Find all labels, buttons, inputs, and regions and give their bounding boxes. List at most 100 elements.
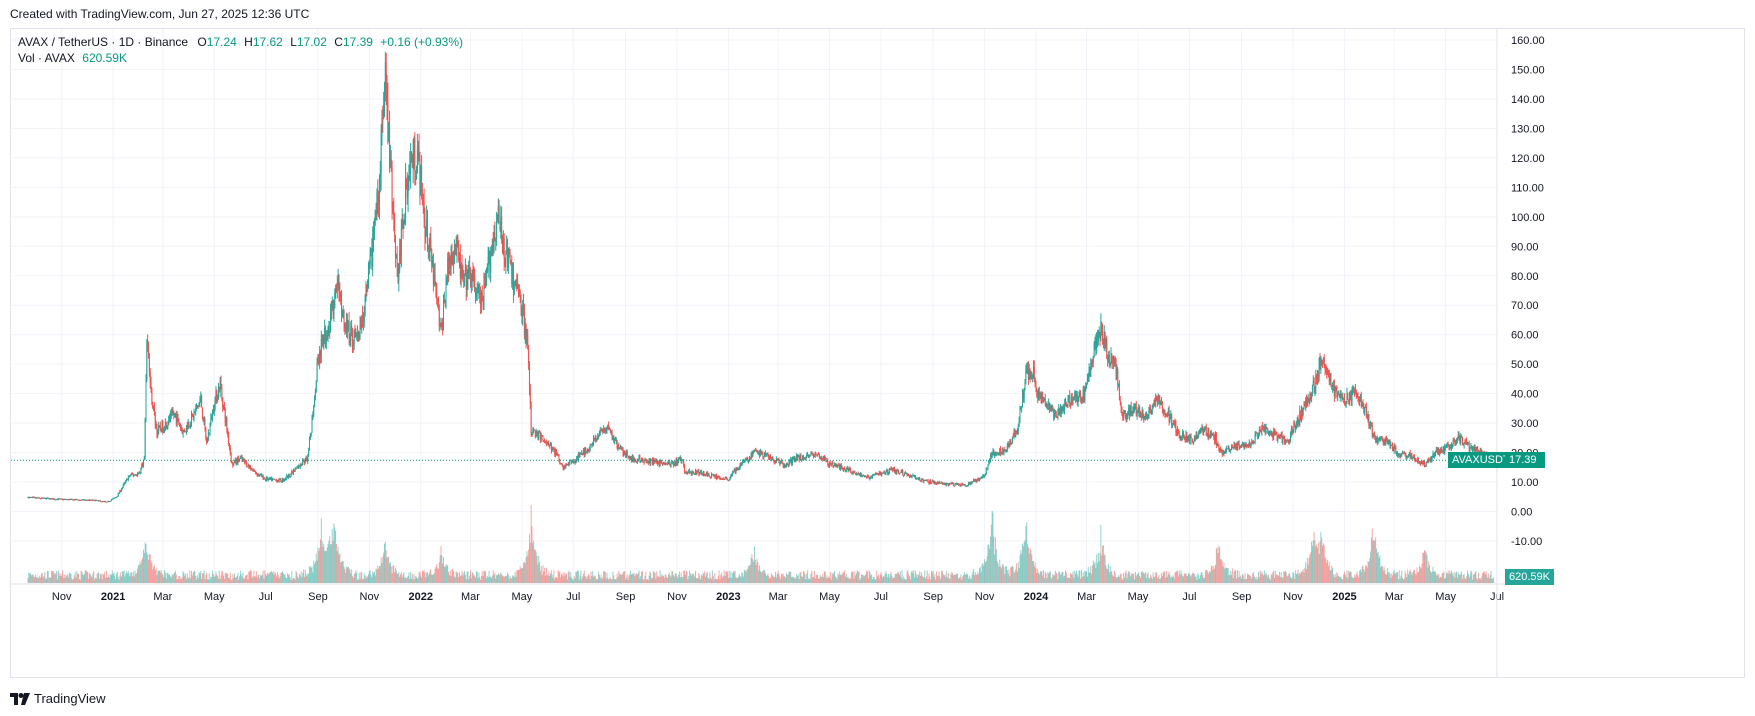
candle-body <box>1055 412 1057 417</box>
candle-body <box>512 273 514 292</box>
candle-body <box>501 239 503 243</box>
candle-body <box>46 497 48 500</box>
volume-bar <box>769 578 771 583</box>
candle-body <box>1038 392 1040 398</box>
volume-bar <box>1164 571 1166 583</box>
volume-bar <box>653 572 655 583</box>
candle-body <box>280 478 282 482</box>
chart-pane[interactable] <box>10 28 1745 678</box>
volume-bar <box>420 575 422 583</box>
candle-body <box>1317 371 1319 377</box>
candle-body <box>446 281 448 283</box>
volume-bar <box>350 573 352 583</box>
candle-body <box>1266 427 1268 429</box>
candle-body <box>1137 411 1139 413</box>
candle-body <box>308 450 310 457</box>
candle-body <box>957 483 959 485</box>
volume-bar <box>1297 569 1299 583</box>
candle-body <box>756 450 758 453</box>
volume-bar <box>294 579 296 583</box>
candle-body <box>432 260 434 284</box>
volume-bar <box>845 576 847 583</box>
candle-body <box>97 500 99 502</box>
volume-bar <box>1236 569 1238 583</box>
candle-body <box>405 179 407 219</box>
candle-body <box>689 472 691 474</box>
volume-bar <box>820 576 822 583</box>
volume-bar <box>773 577 775 583</box>
volume-bar <box>84 570 86 583</box>
volume-bar <box>613 575 615 583</box>
candle-body <box>908 474 910 477</box>
volume-bar <box>1292 571 1294 583</box>
volume-bar <box>731 577 733 583</box>
volume-bar <box>177 578 179 583</box>
candle-body <box>438 309 440 327</box>
candle-body <box>87 499 89 501</box>
volume-bar <box>1158 575 1160 583</box>
volume-bar <box>285 577 287 583</box>
volume-bar <box>44 571 46 583</box>
candle-body <box>718 476 720 478</box>
volume-bar <box>930 579 932 583</box>
candle-body <box>604 430 606 432</box>
candle-body <box>261 475 263 477</box>
volume-bar <box>336 551 338 583</box>
candle-body <box>795 457 797 461</box>
volume-bar <box>950 574 952 583</box>
volume-bar <box>777 570 779 583</box>
candle-body <box>503 238 505 259</box>
volume-bar <box>513 576 515 583</box>
candle-body <box>1318 358 1320 377</box>
candle-body <box>723 479 725 481</box>
volume-bar <box>897 571 899 583</box>
volume-bar <box>109 577 111 583</box>
candle-body <box>490 255 492 273</box>
candle-body <box>194 411 196 413</box>
candle-body <box>838 464 840 466</box>
candle-body <box>223 405 225 410</box>
volume-bar <box>802 570 804 583</box>
volume-bar <box>1395 572 1397 583</box>
volume-bar <box>1091 574 1093 583</box>
volume-bar <box>1082 572 1084 583</box>
volume-bar <box>940 579 942 583</box>
volume-bar <box>634 576 636 583</box>
volume-bar <box>884 573 886 583</box>
volume-bar <box>1389 573 1391 583</box>
volume-bar <box>402 574 404 583</box>
volume-bar <box>1274 578 1276 583</box>
candle-body <box>1191 437 1193 441</box>
volume-bar <box>1322 546 1324 583</box>
candle-body <box>536 431 538 433</box>
volume-bar <box>573 575 575 583</box>
volume-bar <box>829 577 831 583</box>
candle-body <box>920 480 922 482</box>
candle-body <box>32 497 34 499</box>
volume-bar <box>237 573 239 583</box>
volume-bar <box>468 579 470 583</box>
candle-body <box>428 247 430 249</box>
candle-body <box>1207 428 1209 437</box>
candle-body <box>209 424 211 433</box>
candle-body <box>595 438 597 441</box>
candle-body <box>962 483 964 486</box>
candle-body <box>971 481 973 484</box>
volume-bar <box>550 573 552 583</box>
volume-bar <box>494 572 496 583</box>
volume-bar <box>1022 545 1024 583</box>
candle-body <box>1124 410 1126 417</box>
candle-body <box>1295 423 1297 430</box>
candle-body <box>1243 444 1245 447</box>
volume-bar <box>1193 574 1195 583</box>
volume-bar <box>881 574 883 583</box>
candle-body <box>374 209 376 224</box>
volume-bar <box>1210 565 1212 583</box>
volume-bar <box>1204 570 1206 583</box>
candle-body <box>543 440 545 442</box>
volume-bar <box>335 544 337 583</box>
volume-bar <box>999 559 1001 583</box>
volume-bar <box>1015 568 1017 583</box>
candle-body <box>1024 379 1026 389</box>
